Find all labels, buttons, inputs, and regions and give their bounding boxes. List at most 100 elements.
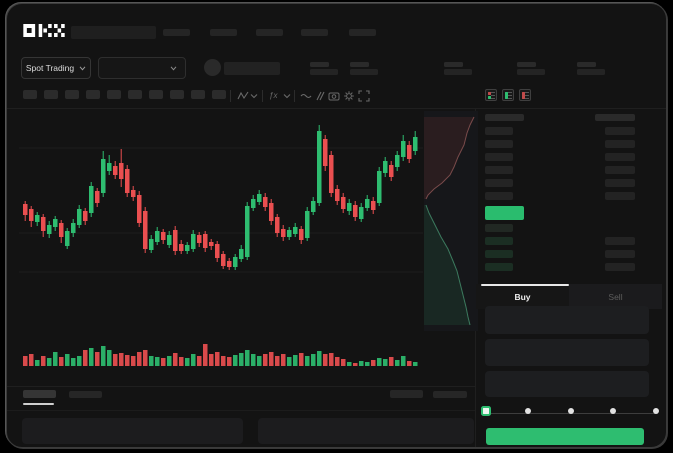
ask-size-skeleton xyxy=(605,179,635,187)
candle-body xyxy=(275,217,280,233)
nav-item-skeleton xyxy=(349,29,376,36)
search-skeleton xyxy=(71,26,156,39)
candlestick-chart[interactable] xyxy=(19,111,423,283)
slider-stop-dot[interactable] xyxy=(653,408,659,414)
camera-icon[interactable] xyxy=(328,90,340,102)
last-price-badge[interactable] xyxy=(485,206,524,220)
volume-bar xyxy=(83,350,88,366)
volume-chart xyxy=(23,344,418,366)
candle-type-icon[interactable] xyxy=(237,90,249,102)
ask-price-skeleton xyxy=(485,140,513,148)
bottom-action-skeleton[interactable] xyxy=(433,391,467,398)
volume-bar xyxy=(71,358,76,366)
volume-bar xyxy=(221,356,226,366)
volume-bar xyxy=(155,357,160,366)
depth-chart xyxy=(424,116,475,326)
volume-bar xyxy=(23,356,28,366)
layout-both-icon[interactable] xyxy=(485,89,497,101)
candle-body xyxy=(359,207,364,219)
candle-body xyxy=(371,201,376,210)
pair-selector-dropdown[interactable] xyxy=(98,57,186,79)
volume-bar xyxy=(59,357,64,366)
nav-item-skeleton xyxy=(301,29,328,36)
slider-stop-dot[interactable] xyxy=(524,408,531,414)
settings-gear-icon[interactable] xyxy=(343,90,355,102)
layout-bids-icon[interactable] xyxy=(502,89,514,101)
slider-stop-dot[interactable] xyxy=(567,408,574,414)
volume-bar xyxy=(179,357,184,366)
timeframe-chip-skeleton xyxy=(170,90,184,99)
bid-price-skeleton xyxy=(485,237,513,245)
tab-buy[interactable]: Buy xyxy=(514,291,531,302)
amount-input-skeleton[interactable] xyxy=(485,339,649,366)
volume-bar xyxy=(263,354,268,366)
bottom-tab-active-skeleton[interactable] xyxy=(23,390,56,398)
tab-sell[interactable]: Sell xyxy=(608,291,623,302)
fullscreen-icon[interactable] xyxy=(358,90,370,102)
slider-stop-dot[interactable] xyxy=(610,408,617,414)
candle-body xyxy=(41,217,46,231)
active-tab-indicator xyxy=(481,284,569,286)
volume-bar xyxy=(239,353,244,366)
buy-submit-button[interactable] xyxy=(486,428,644,445)
okx-logo[interactable] xyxy=(23,24,65,42)
ask-size-skeleton xyxy=(605,192,635,200)
bottom-action-skeleton[interactable] xyxy=(390,390,423,398)
volume-bar xyxy=(317,351,322,366)
candle-body xyxy=(137,195,142,223)
line-style-icon[interactable] xyxy=(300,90,312,102)
volume-bar xyxy=(95,352,100,366)
market-type-selector[interactable]: Spot Trading xyxy=(21,57,91,79)
layout-asks-icon[interactable] xyxy=(519,89,531,101)
candle-body xyxy=(215,244,220,258)
volume-bar xyxy=(227,357,232,366)
chevron-down-icon[interactable] xyxy=(250,90,258,102)
candle-body xyxy=(197,235,202,243)
timeframe-chip-skeleton xyxy=(212,90,226,99)
ask-price-skeleton xyxy=(485,166,513,174)
timeframe-chip-skeleton xyxy=(128,90,142,99)
pair-name-skeleton xyxy=(224,62,280,75)
indicator-fx-icon[interactable]: ƒx xyxy=(269,91,278,100)
ticker-stat-skeleton xyxy=(310,62,340,75)
candle-body xyxy=(179,244,184,251)
timeframe-chip-skeleton xyxy=(44,90,58,99)
volume-bar xyxy=(311,354,316,366)
depth-chart-panel xyxy=(424,111,478,331)
candle-body xyxy=(59,223,64,237)
candle-body xyxy=(389,165,394,177)
chevron-down-icon[interactable] xyxy=(283,90,291,102)
okx-trading-app: Spot Trading ƒx xyxy=(6,3,667,448)
ask-price-skeleton xyxy=(485,192,513,200)
volume-bar xyxy=(299,353,304,366)
total-input-skeleton[interactable] xyxy=(485,371,649,397)
ask-price-skeleton xyxy=(485,153,513,161)
volume-bar xyxy=(191,354,196,366)
volume-bar xyxy=(197,356,202,366)
candle-body xyxy=(185,245,190,251)
bid-size-skeleton xyxy=(605,250,635,258)
candle-body xyxy=(287,230,292,237)
skeleton-bar xyxy=(517,69,545,75)
volume-bar xyxy=(107,350,112,366)
bottom-tab-skeleton[interactable] xyxy=(69,391,102,398)
skeleton-bar xyxy=(350,62,369,67)
timeframe-chip-skeleton xyxy=(107,90,121,99)
trade-tabstrip: Buy Sell xyxy=(476,284,662,309)
amount-slider-handle[interactable] xyxy=(481,406,491,416)
ask-price-skeleton xyxy=(485,179,513,187)
market-type-label: Spot Trading xyxy=(25,63,75,73)
chevron-down-icon xyxy=(79,66,86,71)
volume-bar xyxy=(245,350,250,366)
candle-body xyxy=(29,209,34,221)
volume-bar xyxy=(41,356,46,366)
ask-size-skeleton xyxy=(605,127,635,135)
bottom-separator xyxy=(7,386,475,387)
compare-icon[interactable] xyxy=(314,90,326,102)
price-input-skeleton[interactable] xyxy=(485,306,649,334)
skeleton-bar xyxy=(577,62,596,67)
orderbook-header-skeleton xyxy=(595,114,635,121)
candle-body xyxy=(245,206,250,257)
candle-body xyxy=(35,215,40,222)
